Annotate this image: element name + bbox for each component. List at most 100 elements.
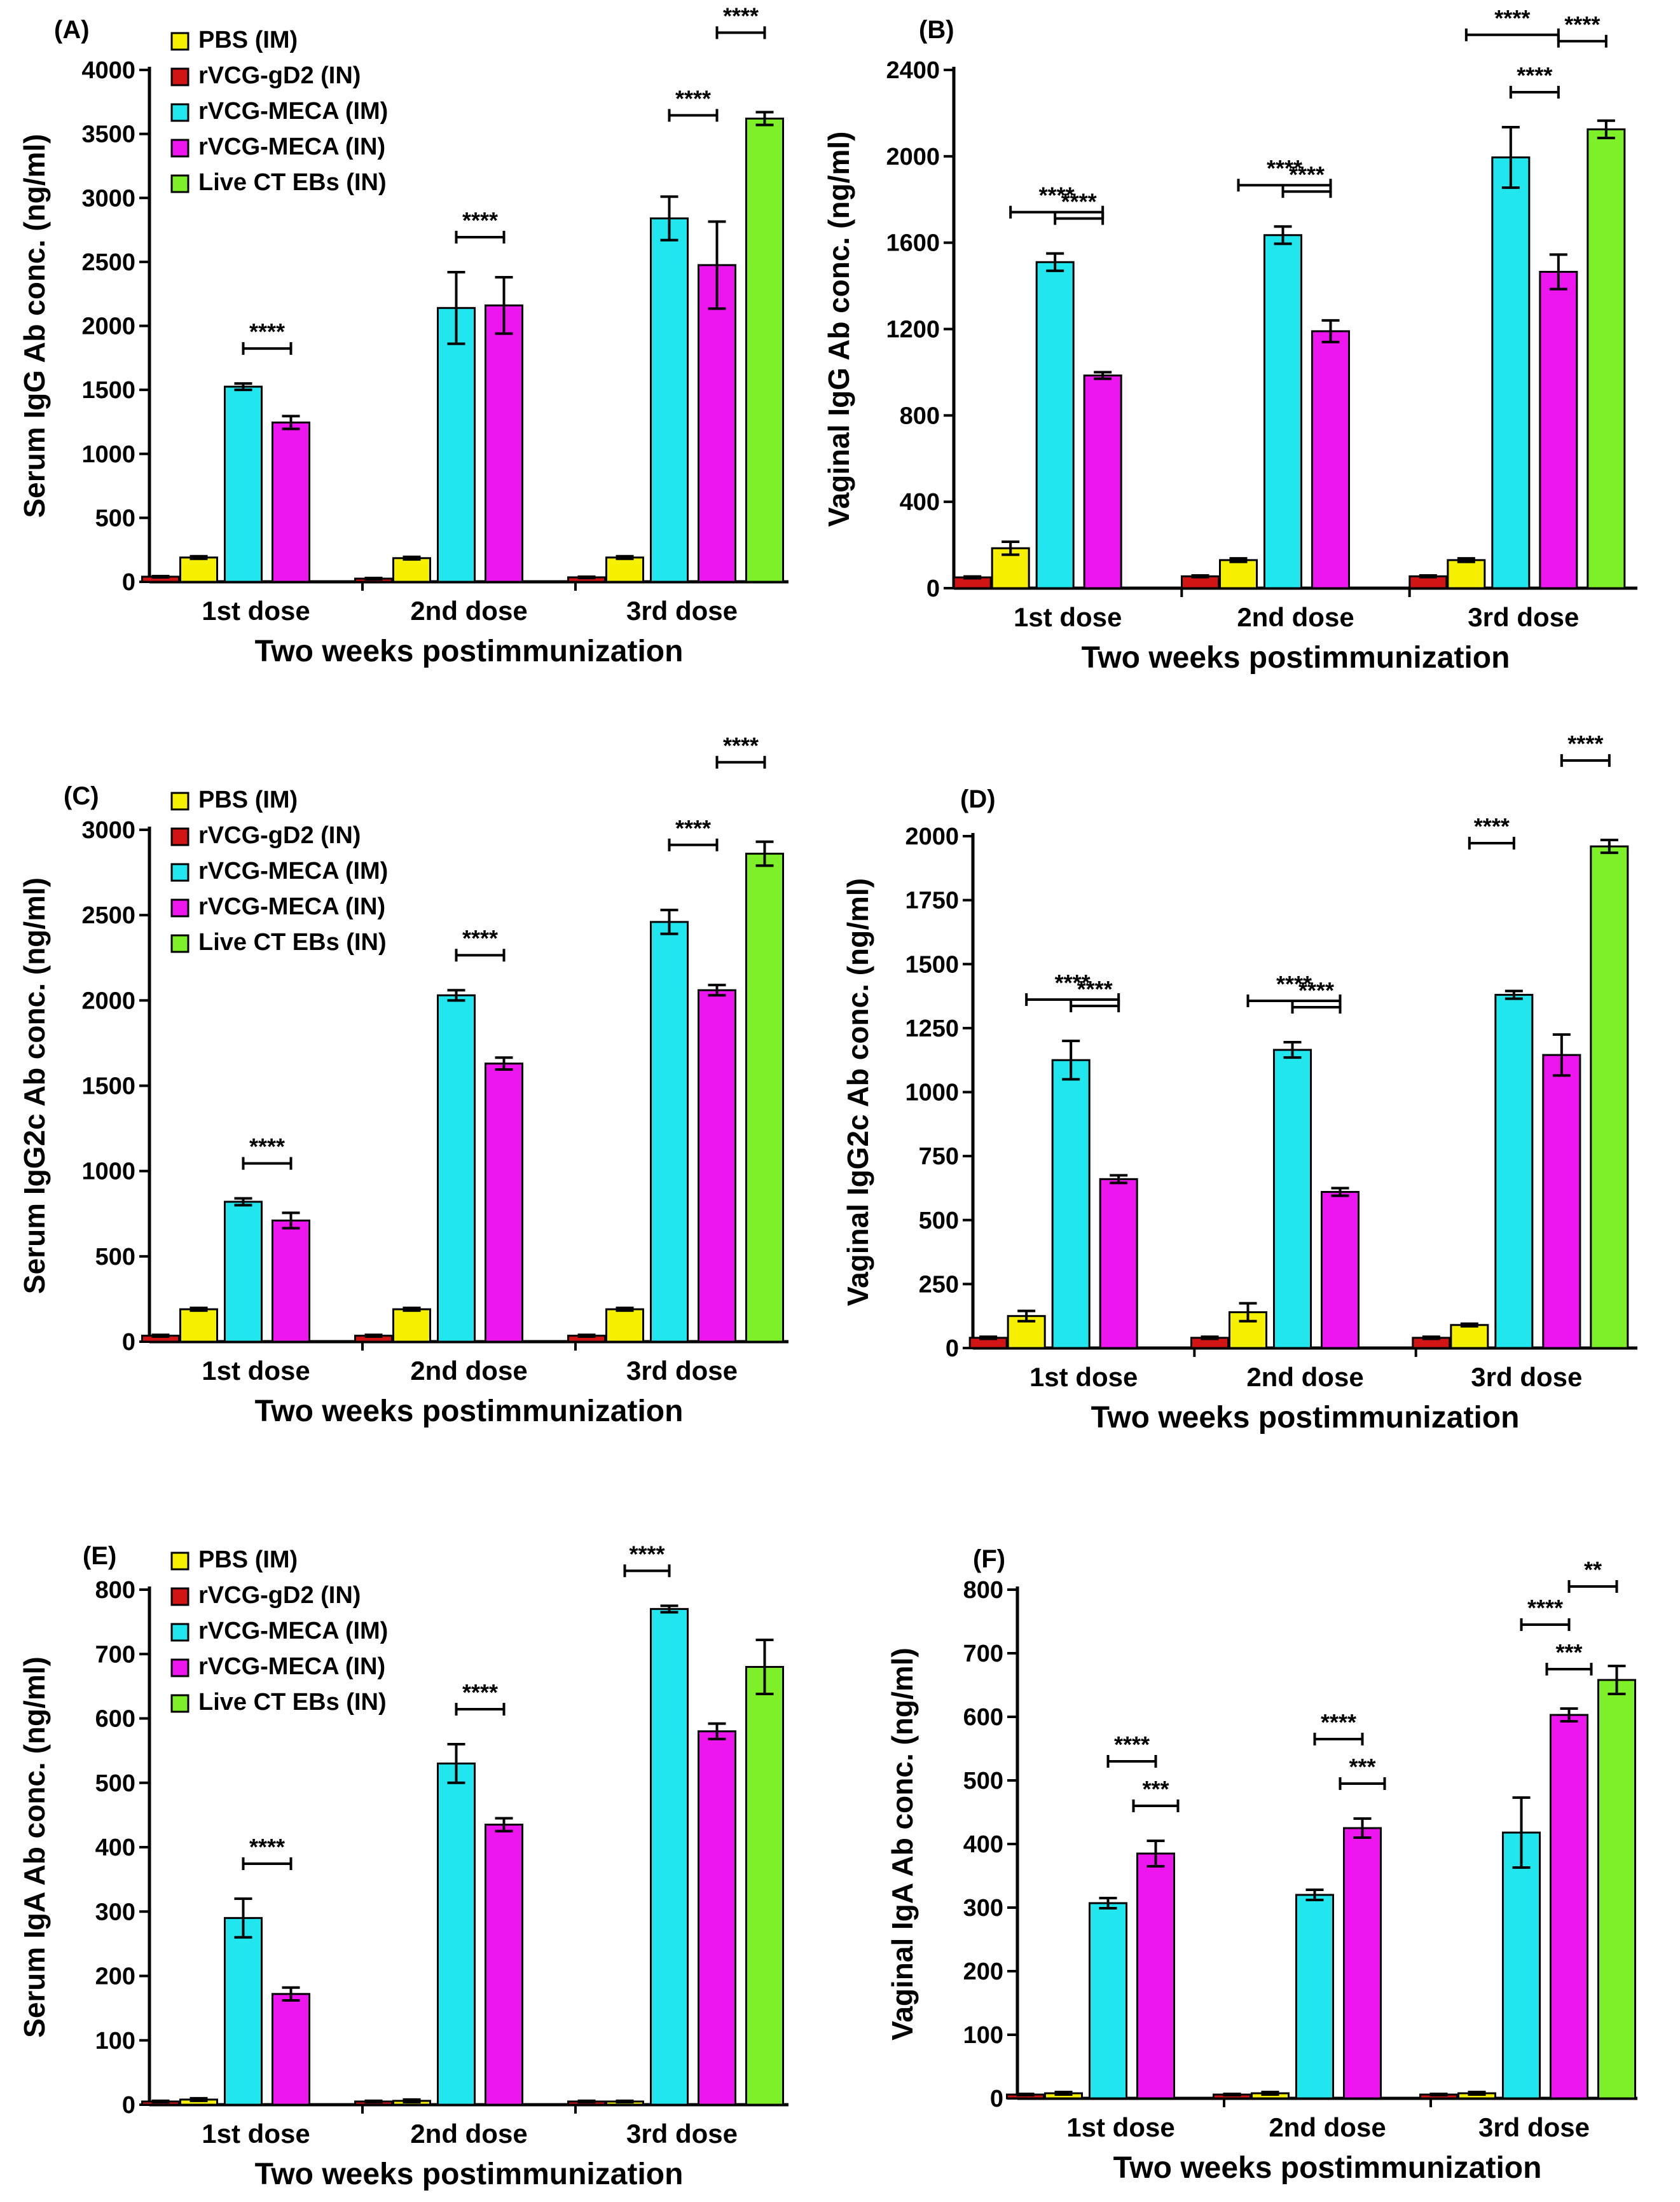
y-tick-label: 1000: [81, 441, 135, 468]
x-axis-title: Two weeks postimmunization: [255, 1394, 684, 1428]
bar-rvcg-meca-in-2nd-dose: [485, 1063, 523, 1343]
y-tick-label: 100: [95, 2028, 135, 2054]
significance-label: ****: [1077, 976, 1113, 1002]
y-axis-title: Serum IgG Ab conc. (ng/ml): [18, 134, 51, 518]
bar-rvcg-meca-in-3rd-dose: [698, 264, 736, 583]
y-tick-label: 1250: [905, 1015, 959, 1042]
significance-label: ***: [1349, 1754, 1375, 1780]
bar-rvcg-meca-im-3rd-dose: [650, 921, 689, 1343]
y-tick-label: 500: [95, 1770, 135, 1797]
y-tick-label: 700: [963, 1641, 1003, 1667]
legend-swatch-live-ct-ebs-in: [170, 934, 189, 953]
bar-rvcg-meca-in-2nd-dose: [1343, 1827, 1382, 2100]
significance-label: ****: [1567, 731, 1603, 757]
significance-label: ****: [1321, 1709, 1356, 1735]
significance-label: ****: [462, 207, 498, 233]
y-tick-label: 2000: [886, 144, 940, 170]
legend-label: rVCG-gD2 (IN): [198, 1582, 361, 1609]
significance-label: ***: [1555, 1639, 1582, 1665]
bar-rvcg-meca-im-1st-dose: [224, 1916, 263, 2106]
significance-label: ****: [1055, 970, 1091, 996]
panel-label: (D): [960, 785, 996, 813]
bar-rvcg-meca-in-2nd-dose: [1321, 1190, 1360, 1349]
bar-pbs-im-3rd-dose: [605, 556, 644, 583]
significance-label: ***: [1142, 1776, 1169, 1802]
bar-pbs-im-1st-dose: [179, 556, 218, 583]
legend-label: rVCG-gD2 (IN): [198, 62, 361, 89]
y-axis-title: Vaginal IgA Ab conc. (ng/ml): [886, 1648, 919, 2040]
x-tick-label: 2nd dose: [1246, 1362, 1363, 1392]
y-tick-label: 4000: [81, 57, 135, 84]
y-tick-label: 500: [919, 1208, 959, 1234]
bar-pbs-im-1st-dose: [179, 1308, 218, 1343]
chart-panel-c: (C) 0 500 1000 1500 2000 2500 3000 Serum IgG2c A…: [18, 733, 788, 1428]
chart-panel-f: (F) 0 100 200 300 400 500 600 700 800 Vaginal IgA …: [886, 1545, 1637, 2185]
y-tick-label: 500: [95, 1244, 135, 1270]
bar-rvcg-meca-in-1st-dose: [272, 421, 310, 583]
significance-label: ****: [249, 319, 285, 345]
bar-live-ct-ebs-in-3rd-dose: [1590, 845, 1629, 1349]
bar-rvcg-meca-im-1st-dose: [224, 385, 263, 583]
legend-label: rVCG-MECA (IM): [198, 1618, 388, 1644]
x-tick-label: 1st dose: [1066, 2112, 1174, 2142]
bar-rvcg-meca-in-1st-dose: [1099, 1178, 1138, 1349]
x-tick-label: 1st dose: [1029, 1362, 1138, 1392]
y-tick-label: 3000: [81, 185, 135, 212]
legend-label: rVCG-MECA (IN): [198, 1653, 385, 1680]
significance-label: ****: [629, 1541, 664, 1567]
legend-label: PBS (IM): [198, 27, 298, 53]
bar-rvcg-meca-im-1st-dose: [1035, 261, 1075, 589]
x-tick-label: 1st dose: [202, 2119, 310, 2149]
panel-label: (C): [64, 782, 99, 810]
x-tick-label: 3rd dose: [626, 2119, 738, 2149]
significance-label: ****: [249, 1834, 285, 1860]
significance-label: ****: [723, 3, 759, 29]
bar-rvcg-meca-in-1st-dose: [1136, 1852, 1175, 2100]
significance-label: ****: [249, 1134, 285, 1160]
x-axis-title: Two weeks postimmunization: [1082, 641, 1510, 675]
y-tick-label: 2500: [81, 249, 135, 276]
y-tick-label: 1750: [905, 888, 959, 914]
bar-rvcg-meca-im-2nd-dose: [1263, 234, 1302, 589]
panel-label: (F): [973, 1545, 1005, 1573]
legend-label: rVCG-MECA (IN): [198, 893, 385, 920]
x-tick-label: 3rd dose: [1468, 602, 1579, 632]
bar-rvcg-meca-im-2nd-dose: [1295, 1894, 1334, 2100]
legend-label: rVCG-gD2 (IN): [198, 822, 361, 849]
significance-label: ****: [1494, 5, 1530, 31]
bar-rvcg-meca-im-3rd-dose: [1494, 994, 1534, 1349]
y-tick-label: 2000: [81, 987, 135, 1014]
legend-swatch-rvcg-gd2-in: [170, 1587, 189, 1606]
legend-label: Live CT EBs (IN): [198, 929, 387, 956]
significance-label: ****: [1114, 1731, 1150, 1758]
x-tick-label: 2nd dose: [1237, 602, 1354, 632]
x-tick-label: 3rd dose: [1471, 1362, 1582, 1392]
bar-rvcg-meca-in-1st-dose: [1083, 375, 1122, 589]
y-tick-label: 0: [946, 1335, 959, 1362]
x-tick-label: 1st dose: [1014, 602, 1122, 632]
y-axis-title: Serum IgG2c Ab conc. (ng/ml): [18, 877, 51, 1294]
legend-swatch-live-ct-ebs-in: [170, 1694, 189, 1713]
bar-rvcg-meca-in-2nd-dose: [1311, 330, 1350, 589]
legend-label: Live CT EBs (IN): [198, 1689, 387, 1716]
y-tick-label: 2500: [81, 902, 135, 929]
significance-label: ****: [1564, 11, 1600, 38]
chart-panel-a: (A) 0 500 1000 1500 2000 2500 3000 3500 4000 Serum…: [18, 3, 788, 668]
y-tick-label: 400: [900, 489, 940, 516]
x-tick-label: 3rd dose: [1478, 2112, 1590, 2142]
y-tick-label: 2000: [905, 823, 959, 850]
chart-panel-b: (B) 0 400 800 1200 1600 2000 2400 Vaginal IgG Ab…: [822, 5, 1637, 675]
significance-label: **: [1584, 1557, 1602, 1583]
panel-label: (E): [83, 1542, 116, 1570]
y-tick-label: 250: [919, 1271, 959, 1298]
y-tick-label: 1500: [905, 951, 959, 978]
bar-pbs-im-2nd-dose: [392, 1308, 431, 1343]
y-tick-label: 700: [95, 1641, 135, 1668]
significance-label: ****: [462, 925, 498, 951]
bar-rvcg-meca-in-1st-dose: [272, 1993, 310, 2106]
chart-panel-e: (E) 0 100 200 300 400 500 600 700 800 Serum IgA Ab…: [18, 1541, 788, 2191]
legend-swatch-rvcg-meca-im: [170, 863, 189, 882]
significance-label: ****: [1289, 162, 1325, 188]
bar-rvcg-meca-in-2nd-dose: [485, 1824, 523, 2106]
bar-rvcg-meca-in-3rd-dose: [698, 1730, 736, 2106]
